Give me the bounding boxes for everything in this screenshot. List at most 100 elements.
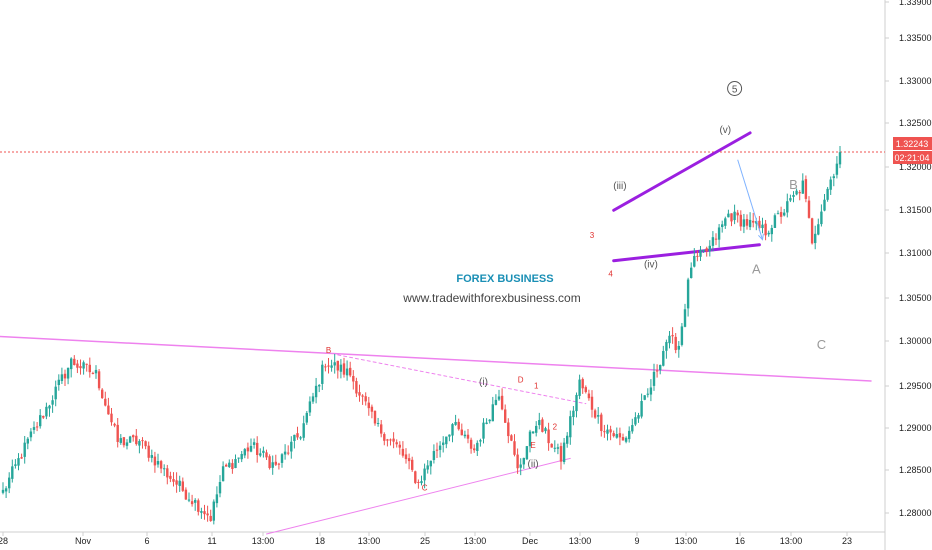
candle-body — [82, 362, 85, 369]
candle — [135, 428, 138, 446]
candle — [268, 454, 271, 470]
candle — [212, 499, 215, 525]
candle-body — [150, 455, 153, 458]
candle-body — [634, 417, 637, 425]
candle — [497, 389, 501, 402]
candle — [339, 359, 343, 379]
y-tick-label: 1.30500 — [899, 293, 932, 303]
candle — [398, 441, 401, 455]
candle — [166, 464, 169, 485]
candle-body — [389, 439, 392, 441]
candle-body — [476, 442, 479, 451]
candle-body — [225, 464, 228, 467]
candle — [237, 457, 240, 463]
candle — [327, 357, 330, 374]
candle-body — [792, 194, 795, 197]
candle-body — [686, 279, 690, 309]
wave-label: (ii) — [528, 459, 539, 470]
candle-body — [358, 392, 361, 396]
candle-body — [643, 395, 646, 400]
candle-body — [566, 435, 569, 444]
candle-body — [748, 219, 752, 228]
candle-body — [696, 255, 699, 257]
candle-body — [97, 371, 101, 389]
candle — [724, 216, 727, 229]
candle — [401, 441, 405, 458]
candle — [544, 426, 547, 434]
candle-body — [169, 475, 172, 479]
candle-body — [376, 423, 380, 425]
candle — [721, 220, 724, 233]
candle-body — [57, 379, 60, 386]
candle-body — [302, 423, 305, 438]
candle-body — [531, 431, 535, 434]
candle — [91, 371, 95, 375]
candle-body — [147, 445, 150, 458]
candle-body — [485, 422, 488, 424]
candle-body — [516, 454, 519, 469]
candle — [122, 437, 126, 448]
candle — [404, 448, 408, 464]
candle-body — [370, 406, 374, 412]
candle — [742, 213, 746, 234]
candle-body — [101, 389, 104, 399]
candle-body — [398, 444, 401, 448]
candle-body — [184, 489, 188, 500]
candle — [776, 210, 780, 215]
y-tick-label: 1.29500 — [899, 381, 932, 391]
projection-arrow — [737, 159, 763, 240]
candle-body — [538, 420, 541, 426]
candle — [265, 449, 268, 461]
candle-body — [832, 176, 835, 179]
candle-body — [671, 335, 674, 337]
candle-body — [190, 501, 194, 505]
wave-label: 5 — [732, 85, 738, 96]
candle-body — [773, 215, 777, 228]
candle-body — [237, 457, 240, 459]
candle — [786, 193, 789, 218]
wave-label: (iii) — [613, 181, 626, 192]
candle-body — [683, 309, 687, 327]
candle — [324, 363, 327, 372]
candle-body — [801, 180, 804, 194]
candle — [380, 419, 383, 438]
candle — [147, 441, 150, 462]
candle — [333, 353, 336, 374]
candle-body — [628, 430, 631, 440]
candle-body — [494, 399, 498, 405]
candle-body — [767, 232, 770, 235]
candle — [733, 204, 736, 225]
candle — [280, 453, 284, 468]
candle — [531, 431, 535, 434]
candle-body — [652, 371, 656, 386]
candle-body — [206, 513, 209, 516]
candle-body — [293, 434, 296, 441]
candle-body — [311, 396, 315, 402]
candle — [107, 397, 110, 415]
candle-body — [215, 494, 219, 504]
x-tick-label: 13:00 — [780, 536, 803, 546]
candle-body — [535, 425, 538, 433]
candle — [293, 434, 296, 449]
candle-body — [637, 415, 640, 419]
candle-body — [135, 435, 138, 445]
candle-body — [445, 436, 448, 445]
wave-label: B — [789, 177, 798, 192]
candle — [569, 410, 572, 445]
candle — [389, 438, 392, 446]
candle — [54, 380, 57, 407]
candle — [153, 451, 157, 473]
candle-body — [290, 441, 293, 452]
candle-body — [460, 429, 463, 436]
candle-body — [76, 363, 79, 368]
candle — [683, 303, 687, 328]
candle-body — [587, 393, 591, 399]
watermark-title: FOREX BUSINESS — [456, 273, 553, 285]
candle-body — [826, 188, 829, 200]
candle — [20, 453, 23, 459]
candle-body — [693, 255, 696, 267]
candle — [314, 377, 318, 404]
candle — [767, 230, 770, 237]
